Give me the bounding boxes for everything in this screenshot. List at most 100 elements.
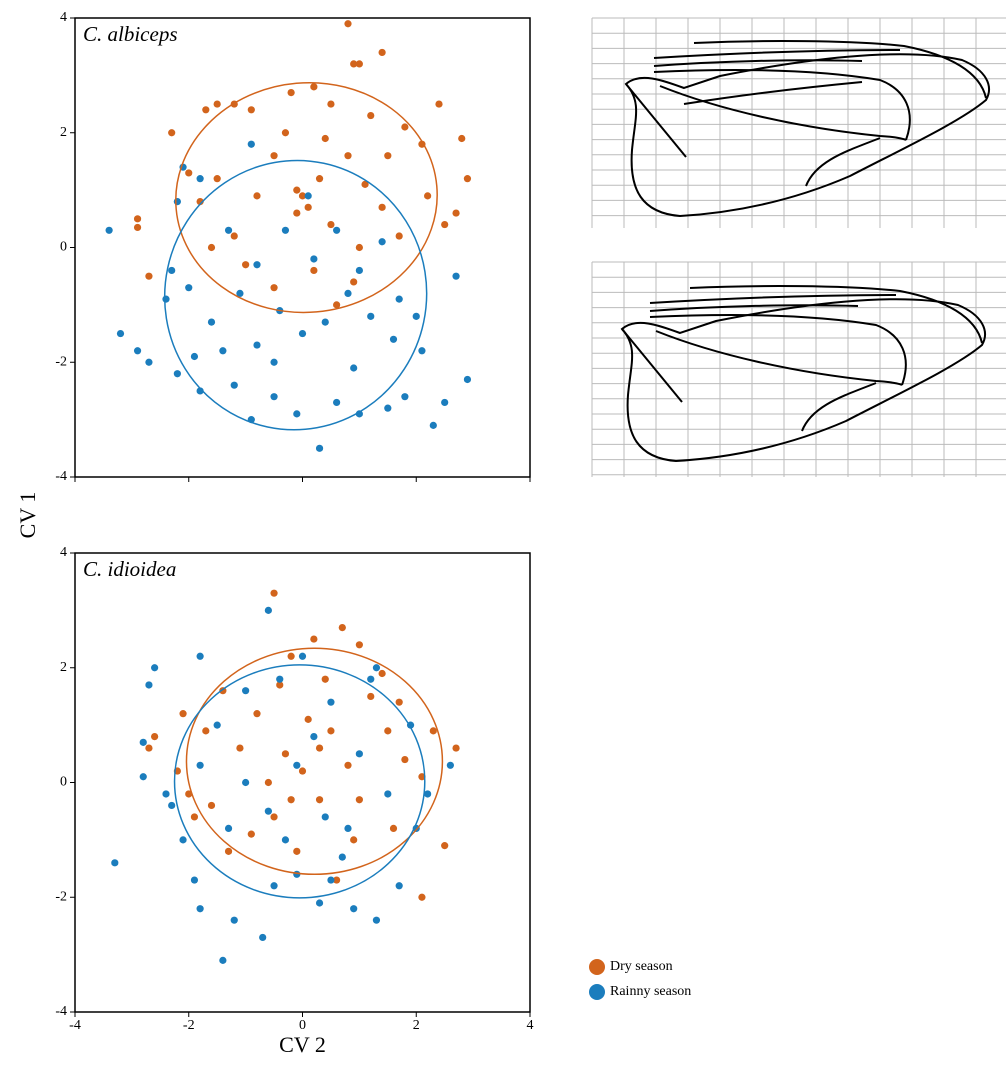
x-tick-label: -2 [183, 1018, 195, 1033]
point [355, 410, 363, 418]
point [162, 295, 170, 303]
point [116, 329, 125, 338]
legend-label: Rainny season [610, 984, 691, 999]
point [384, 790, 392, 798]
point [298, 192, 307, 200]
point [424, 790, 432, 798]
point [270, 393, 278, 401]
point [179, 710, 187, 718]
panel-title: C. idioidea [83, 557, 176, 581]
legend-label: Dry season [610, 959, 673, 974]
point [338, 623, 346, 632]
point [344, 20, 352, 28]
point [452, 209, 460, 217]
point [168, 129, 176, 137]
point [463, 375, 472, 384]
point [310, 255, 318, 263]
point [219, 956, 227, 964]
point [418, 773, 426, 781]
point [310, 635, 318, 643]
point [190, 813, 199, 821]
point [173, 370, 181, 378]
point [196, 175, 204, 183]
point [412, 312, 420, 320]
confidence-ellipse [175, 81, 438, 314]
point [378, 238, 386, 246]
point [133, 347, 142, 355]
point [355, 750, 363, 758]
point [372, 916, 381, 924]
y-tick-label: 0 [60, 775, 67, 790]
point [247, 106, 255, 114]
confidence-ellipse [163, 159, 428, 431]
point [350, 905, 358, 913]
point [333, 876, 341, 884]
point [247, 830, 255, 838]
point [293, 186, 301, 194]
point [213, 175, 221, 183]
point [315, 744, 324, 752]
point [395, 232, 403, 240]
point [367, 111, 375, 120]
point [224, 847, 233, 855]
point [230, 916, 238, 924]
point [401, 393, 409, 401]
point [378, 669, 386, 678]
point [264, 606, 272, 614]
point [355, 243, 363, 252]
point [242, 778, 250, 787]
point [344, 289, 352, 297]
point [281, 750, 290, 758]
point [145, 744, 153, 752]
point [168, 266, 176, 275]
point [253, 710, 261, 718]
point [298, 767, 307, 775]
point [350, 836, 358, 844]
point [162, 790, 170, 798]
point [293, 209, 301, 217]
point [315, 899, 324, 907]
point [287, 88, 295, 97]
point [270, 358, 278, 366]
point [401, 755, 409, 764]
point [230, 381, 238, 389]
wing-diagrams [591, 17, 1006, 477]
x-tick-label: -4 [69, 1018, 81, 1033]
point [293, 870, 301, 878]
point [151, 733, 159, 741]
point [219, 347, 227, 355]
point [196, 761, 204, 769]
point [270, 882, 278, 890]
point [139, 738, 147, 746]
point [264, 807, 272, 815]
point [327, 727, 335, 735]
point [435, 100, 443, 108]
point [429, 421, 437, 429]
point [424, 192, 432, 200]
point [350, 60, 358, 68]
y-tick-label: -2 [55, 889, 67, 904]
point [145, 272, 153, 280]
point [321, 675, 329, 683]
point [207, 801, 216, 810]
panel-title: C. albiceps [83, 22, 178, 46]
y-tick-label: 0 [60, 240, 67, 255]
wing-outline [620, 285, 986, 463]
x-tick-label: 4 [527, 1018, 534, 1033]
point [463, 175, 472, 183]
point [270, 589, 278, 597]
y-axis-label: CV 1 [15, 492, 40, 539]
point [242, 687, 250, 695]
point [236, 289, 244, 297]
point [355, 796, 363, 804]
confidence-ellipse [185, 647, 444, 876]
point [327, 698, 335, 706]
x-axis-label: CV 2 [279, 1032, 326, 1057]
point [168, 801, 176, 810]
plot-frame [74, 17, 531, 478]
point [350, 278, 358, 286]
legend-marker [589, 984, 605, 1000]
point [395, 295, 403, 303]
point [145, 358, 153, 366]
